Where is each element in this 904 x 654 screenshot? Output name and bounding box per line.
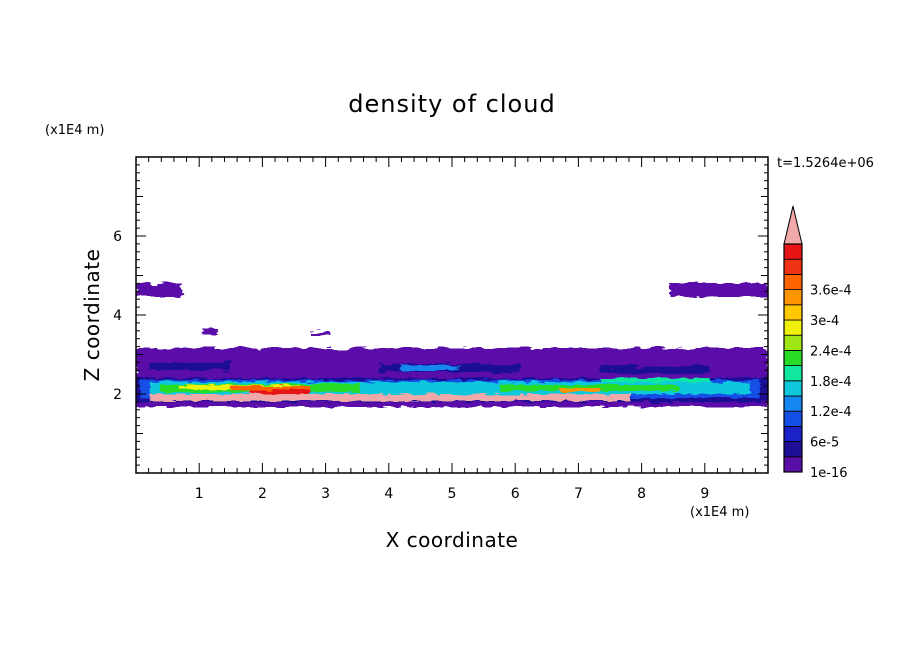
colorbar-label: 1.8e-4 [810,375,852,390]
z-unit-label: (x1E4 m) [45,123,104,138]
colorbar-segment [783,410,803,427]
colorbar-label: 3e-4 [810,314,839,329]
colorbar: 1e-16 6e-5 1.2e-4 1.8e-4 2.4e-4 3e-4 3.6e-4 [783,205,852,481]
x-axis-ticks: 1 2 3 4 5 6 7 8 9 [135,157,769,502]
plot-frame [135,156,769,474]
colorbar-label: 2.4e-4 [810,344,852,359]
x-axis-label: X coordinate [386,528,519,552]
colorbar-segment [783,456,803,473]
colorbar-segment [783,334,803,351]
colorbar-segment [783,349,803,366]
time-label: t=1.5264e+06 [777,156,874,171]
x-tick-label: 3 [321,486,330,502]
colorbar-label: 3.6e-4 [810,284,852,299]
x-tick-label: 8 [637,486,646,502]
x-tick-label: 1 [195,486,204,502]
chart-title: density of cloud [348,90,555,118]
colorbar-segment [783,243,803,260]
x-unit-label: (x1E4 m) [690,505,749,520]
colorbar-segment [783,425,803,442]
colorbar-segment [783,319,803,336]
colorbar-label: 1.2e-4 [810,405,852,420]
y-axis-ticks: 2 4 6 [113,156,768,474]
x-tick-label: 7 [574,486,583,502]
cloud-layer-upper [136,283,768,354]
x-tick-label: 6 [511,486,520,502]
y-tick-label: 2 [113,387,122,403]
y-tick-label: 4 [113,308,122,324]
colorbar-segment [783,273,803,290]
colorbar-segment [783,304,803,321]
x-tick-label: 5 [448,486,457,502]
colorbar-segment [783,395,803,412]
colorbar-segment [783,289,803,306]
x-tick-label: 4 [384,486,393,502]
y-tick-label: 6 [113,229,122,245]
x-tick-label: 9 [700,486,709,502]
y-axis-label: Z coordinate [80,249,104,382]
colorbar-segment [783,441,803,458]
colorbar-label: 1e-16 [810,466,848,481]
colorbar-segment [783,258,803,275]
colorbar-label: 6e-5 [810,436,839,451]
cloud-layer-dense [136,374,768,407]
x-tick-label: 2 [258,486,267,502]
colorbar-segment [783,380,803,397]
colorbar-segment [783,365,803,382]
cloud-layer-mid [136,348,768,378]
colorbar-overflow-triangle [783,205,803,245]
cloud-field [136,283,768,407]
